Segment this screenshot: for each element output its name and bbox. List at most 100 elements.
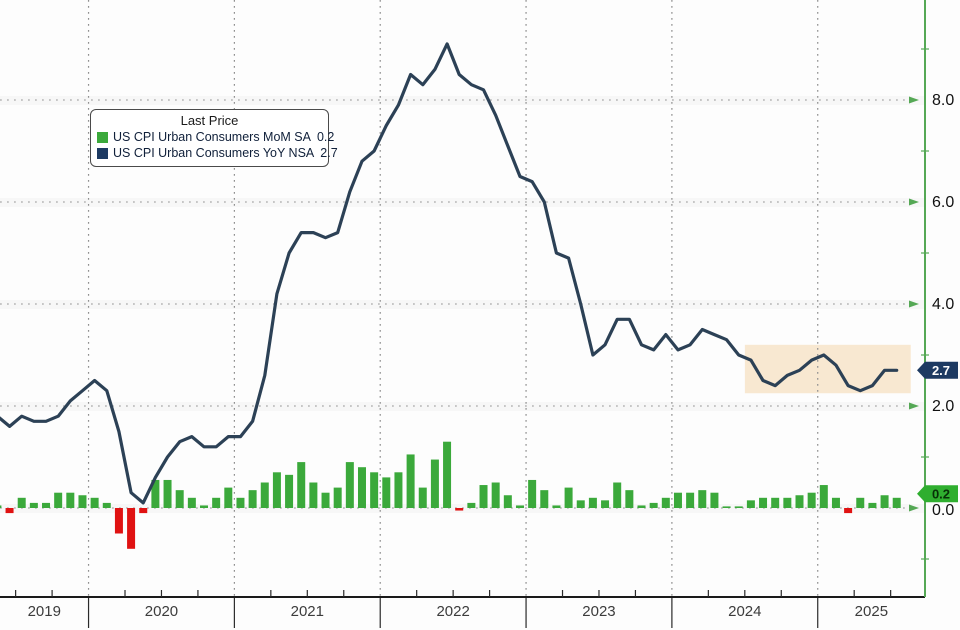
mom-bar	[260, 482, 269, 508]
mom-bar	[807, 492, 816, 508]
mom-bar	[297, 462, 306, 508]
mom-bar	[601, 500, 610, 508]
mom-bar	[734, 506, 743, 508]
mom-bar	[528, 479, 537, 508]
mom-bar	[29, 502, 38, 508]
legend-title: Last Price	[180, 113, 239, 128]
last-price-tag-label-yoy: 2.7	[932, 363, 950, 378]
x-axis-year-label: 2024	[728, 603, 761, 620]
mom-bar	[78, 495, 87, 508]
mom-bar	[187, 497, 196, 508]
mom-bar	[649, 502, 658, 508]
mom-bar	[430, 459, 439, 508]
mom-bar	[321, 492, 330, 508]
mom-bar	[309, 482, 318, 508]
y-axis-tick-label: 4.0	[932, 296, 954, 313]
mom-bar	[637, 505, 646, 508]
mom-bar	[248, 490, 257, 508]
mom-bar	[285, 474, 294, 508]
mom-bar	[455, 508, 464, 511]
mom-bar	[382, 477, 391, 508]
y-axis-tick-label: 8.0	[932, 92, 954, 109]
mom-bar	[90, 497, 99, 508]
mom-bar	[880, 495, 889, 508]
mom-bar	[443, 441, 452, 508]
legend-label-yoy: US CPI Urban Consumers YoY NSA	[113, 146, 315, 160]
mom-bar	[868, 502, 877, 508]
mom-bar	[5, 508, 14, 514]
mom-series-swatch-icon	[97, 131, 108, 143]
legend-value-mom: 0.2	[316, 130, 335, 144]
mom-bar	[66, 492, 75, 508]
mom-bar	[0, 505, 2, 508]
mom-bar	[479, 485, 488, 508]
mom-bar	[394, 472, 403, 508]
mom-bar	[576, 500, 585, 508]
mom-bar	[515, 505, 524, 508]
mom-bar	[503, 495, 512, 508]
mom-bar	[795, 495, 804, 508]
mom-bar	[722, 506, 731, 508]
mom-bar	[333, 487, 342, 508]
mom-bar	[127, 508, 136, 549]
mom-bar	[370, 472, 379, 508]
mom-bar	[819, 485, 828, 508]
x-axis-year-label: 2020	[145, 603, 178, 620]
mom-bar	[114, 508, 123, 534]
legend-label-mom: US CPI Urban Consumers MoM SA	[113, 130, 311, 144]
x-axis-year-label: 2019	[28, 603, 61, 620]
x-axis-year-label: 2023	[582, 603, 615, 620]
y-axis-tick-label: 6.0	[932, 194, 954, 211]
mom-bar	[552, 505, 561, 508]
mom-bar	[212, 497, 221, 508]
yoy-line	[0, 42, 899, 505]
last-price-tag-label-mom: 0.2	[932, 486, 950, 501]
mom-bar	[418, 487, 427, 508]
y-axis-tick-label: 2.0	[932, 398, 954, 415]
mom-bar	[710, 492, 719, 508]
legend-box: Last Price US CPI Urban Consumers MoM SA…	[90, 109, 338, 167]
mom-bar	[892, 497, 901, 508]
mom-bar	[831, 497, 840, 508]
last-price-tag-mom	[917, 485, 958, 503]
gridline-arrow-icon	[909, 300, 919, 308]
mom-bar	[588, 497, 597, 508]
mom-bar	[613, 482, 622, 508]
gridline-arrow-icon	[909, 96, 919, 104]
x-axis-year-label: 2025	[855, 603, 888, 620]
mom-bar	[467, 502, 476, 508]
mom-bar	[844, 508, 853, 514]
mom-bar	[661, 497, 670, 508]
mom-bar	[540, 490, 549, 508]
mom-bar	[345, 462, 354, 508]
mom-bar	[236, 497, 245, 508]
mom-bar	[17, 497, 26, 508]
mom-bar	[783, 497, 792, 508]
legend-row-mom: US CPI Urban Consumers MoM SA 0.2	[97, 129, 334, 145]
mom-bar	[42, 502, 51, 508]
mom-bar	[54, 492, 63, 508]
legend-value-yoy: 2.7	[320, 146, 338, 160]
gridline-arrow-icon	[909, 402, 919, 410]
mom-bar	[102, 502, 111, 508]
gridline-arrow-icon	[909, 504, 919, 512]
x-axis-year-label: 2022	[436, 603, 469, 620]
x-axis-year-label: 2021	[291, 603, 324, 620]
mom-bar	[746, 500, 755, 508]
legend-row-yoy: US CPI Urban Consumers YoY NSA 2.7	[97, 145, 338, 161]
mom-bar	[357, 467, 366, 508]
mom-bar	[564, 487, 573, 508]
mom-bar	[856, 497, 865, 508]
mom-bar	[673, 492, 682, 508]
mom-bar	[272, 472, 281, 508]
mom-bar	[406, 454, 415, 508]
mom-bar	[491, 482, 500, 508]
mom-bar	[771, 497, 780, 508]
mom-bar	[698, 490, 707, 508]
mom-bar	[686, 492, 695, 508]
mom-bar	[139, 508, 148, 514]
gridline-arrow-icon	[909, 198, 919, 206]
yoy-series-swatch-icon	[97, 147, 108, 159]
